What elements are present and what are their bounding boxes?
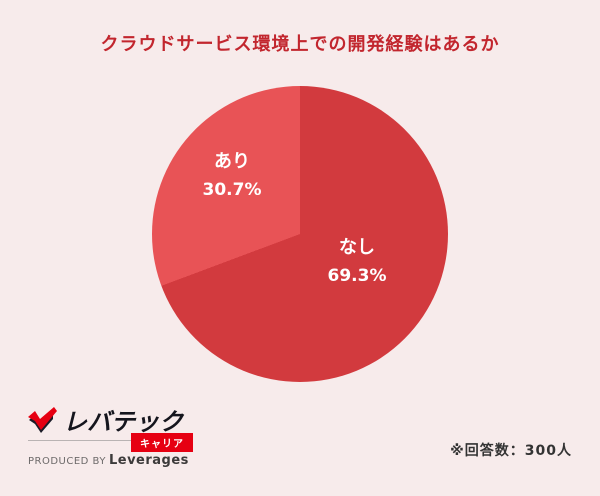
career-badge: キャリア (131, 433, 193, 452)
pie-graphic (152, 86, 448, 382)
produced-by-text: PRODUCED BY (28, 456, 106, 467)
company-name: Leverages (108, 453, 189, 468)
pie-chart: あり 30.7% なし 69.3% (152, 86, 448, 382)
respondent-count-note: ※回答数：300人 (450, 443, 572, 459)
levtech-logo: レバテック キャリア PRODUCED BY Leverages (28, 402, 193, 468)
chart-title: クラウドサービス環境上での開発経験はあるか (100, 34, 500, 55)
produced-by-line: PRODUCED BY Leverages (28, 453, 193, 468)
checkmark-logo-icon (28, 406, 57, 433)
logo-row: レバテック (28, 402, 193, 437)
logo-brand-text: レバテック (63, 408, 183, 436)
logo-rule: キャリア (28, 433, 193, 455)
